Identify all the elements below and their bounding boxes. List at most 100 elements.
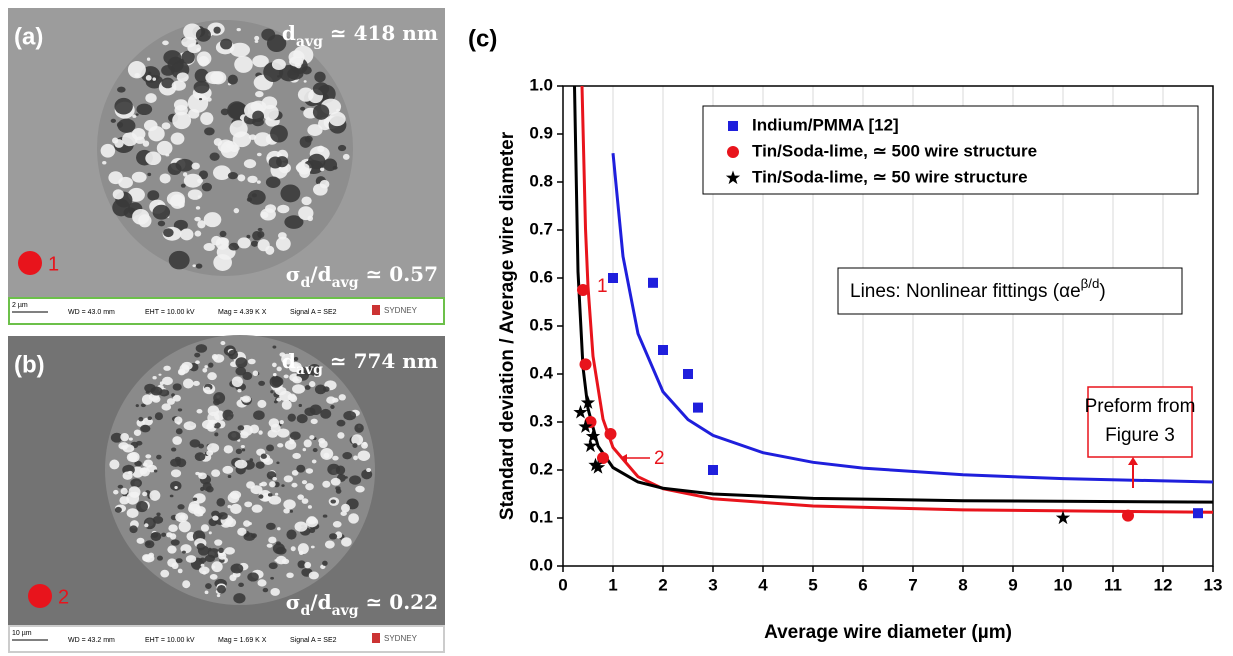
wire: [182, 580, 191, 589]
wire: [144, 523, 149, 528]
wire: [281, 400, 292, 410]
wire: [205, 71, 224, 85]
wire: [127, 61, 146, 79]
wire: [257, 239, 270, 252]
avg-diameter: davg ≃ 418 nm: [282, 21, 438, 51]
wire: [296, 464, 306, 473]
info-text: EHT = 10.00 kV: [145, 309, 195, 316]
wire: [191, 162, 200, 170]
wire: [193, 493, 206, 504]
marker-circle: [604, 428, 617, 440]
info-text: Mag = 1.69 K X: [218, 637, 267, 644]
wire: [335, 488, 342, 494]
wire: [330, 404, 335, 410]
y-tick-label: 0.4: [529, 363, 553, 382]
fit-line: [611, 153, 1214, 484]
wire: [283, 499, 296, 510]
y-tick-label: 1.0: [529, 75, 553, 94]
wire: [319, 179, 330, 189]
wire: [307, 505, 312, 509]
wire: [187, 92, 209, 113]
wire: [220, 38, 233, 50]
wire: [274, 492, 279, 496]
wire: [294, 521, 308, 532]
wire: [152, 376, 157, 380]
wire: [281, 484, 285, 487]
wire: [112, 137, 119, 144]
wire: [179, 514, 186, 521]
wire: [216, 594, 221, 598]
wire: [227, 474, 232, 479]
wire: [162, 40, 169, 46]
wire: [320, 167, 325, 172]
wire: [272, 372, 277, 377]
wire: [145, 151, 162, 166]
wire: [338, 394, 346, 401]
wire: [126, 452, 138, 462]
wire: [310, 545, 315, 549]
wire: [297, 494, 304, 500]
wire: [176, 72, 189, 83]
marker-square: [608, 273, 618, 283]
wire: [162, 376, 173, 386]
wire: [304, 135, 313, 143]
wire: [177, 408, 183, 412]
wire: [297, 560, 306, 569]
marker-circle: [1122, 509, 1134, 522]
info-text: Mag = 4.39 K X: [218, 309, 267, 316]
wire: [224, 547, 235, 555]
wire: [275, 236, 291, 251]
x-tick-label: 9: [1008, 575, 1017, 594]
logo-badge: [372, 305, 380, 315]
wire: [220, 108, 229, 116]
wire: [244, 501, 253, 508]
wire: [302, 447, 307, 452]
wire: [344, 476, 348, 479]
wire: [173, 219, 188, 231]
wire: [249, 458, 254, 462]
wire: [189, 439, 201, 448]
wire: [241, 448, 246, 452]
wire: [218, 547, 224, 554]
wire: [132, 208, 150, 225]
wire: [134, 460, 142, 467]
wire: [135, 440, 143, 446]
wire: [303, 80, 307, 83]
logo-text: SYDNEY: [384, 634, 418, 643]
wire: [178, 520, 191, 533]
wire: [284, 215, 304, 229]
marker-square: [648, 277, 658, 288]
y-tick-label: 0.1: [529, 507, 553, 526]
wire: [130, 478, 142, 488]
wire: [147, 190, 160, 201]
wire: [252, 370, 259, 376]
y-tick-label: 0.9: [529, 123, 553, 142]
wire: [261, 28, 276, 41]
wire: [292, 384, 305, 394]
wire: [229, 574, 237, 582]
text-part: ≃ 0.57: [359, 262, 438, 286]
wire: [175, 558, 183, 564]
wire: [287, 67, 304, 80]
text-part: β/d: [1081, 276, 1100, 291]
wire: [173, 99, 188, 111]
wire: [349, 475, 362, 485]
wire: [236, 28, 241, 32]
wire: [195, 360, 200, 365]
wire: [341, 537, 352, 547]
wire: [328, 111, 346, 127]
location-number: 1: [48, 253, 59, 275]
wire: [336, 419, 346, 427]
wire: [243, 159, 257, 169]
x-tick-label: 12: [1154, 575, 1173, 594]
wire: [216, 584, 227, 594]
wire: [187, 189, 203, 200]
marker-square: [658, 345, 668, 355]
wire: [342, 451, 353, 460]
wire: [208, 362, 214, 368]
marker-square: [708, 465, 718, 475]
wire: [265, 204, 277, 213]
wire: [149, 490, 161, 501]
wire: [177, 368, 186, 376]
wire: [289, 431, 301, 440]
